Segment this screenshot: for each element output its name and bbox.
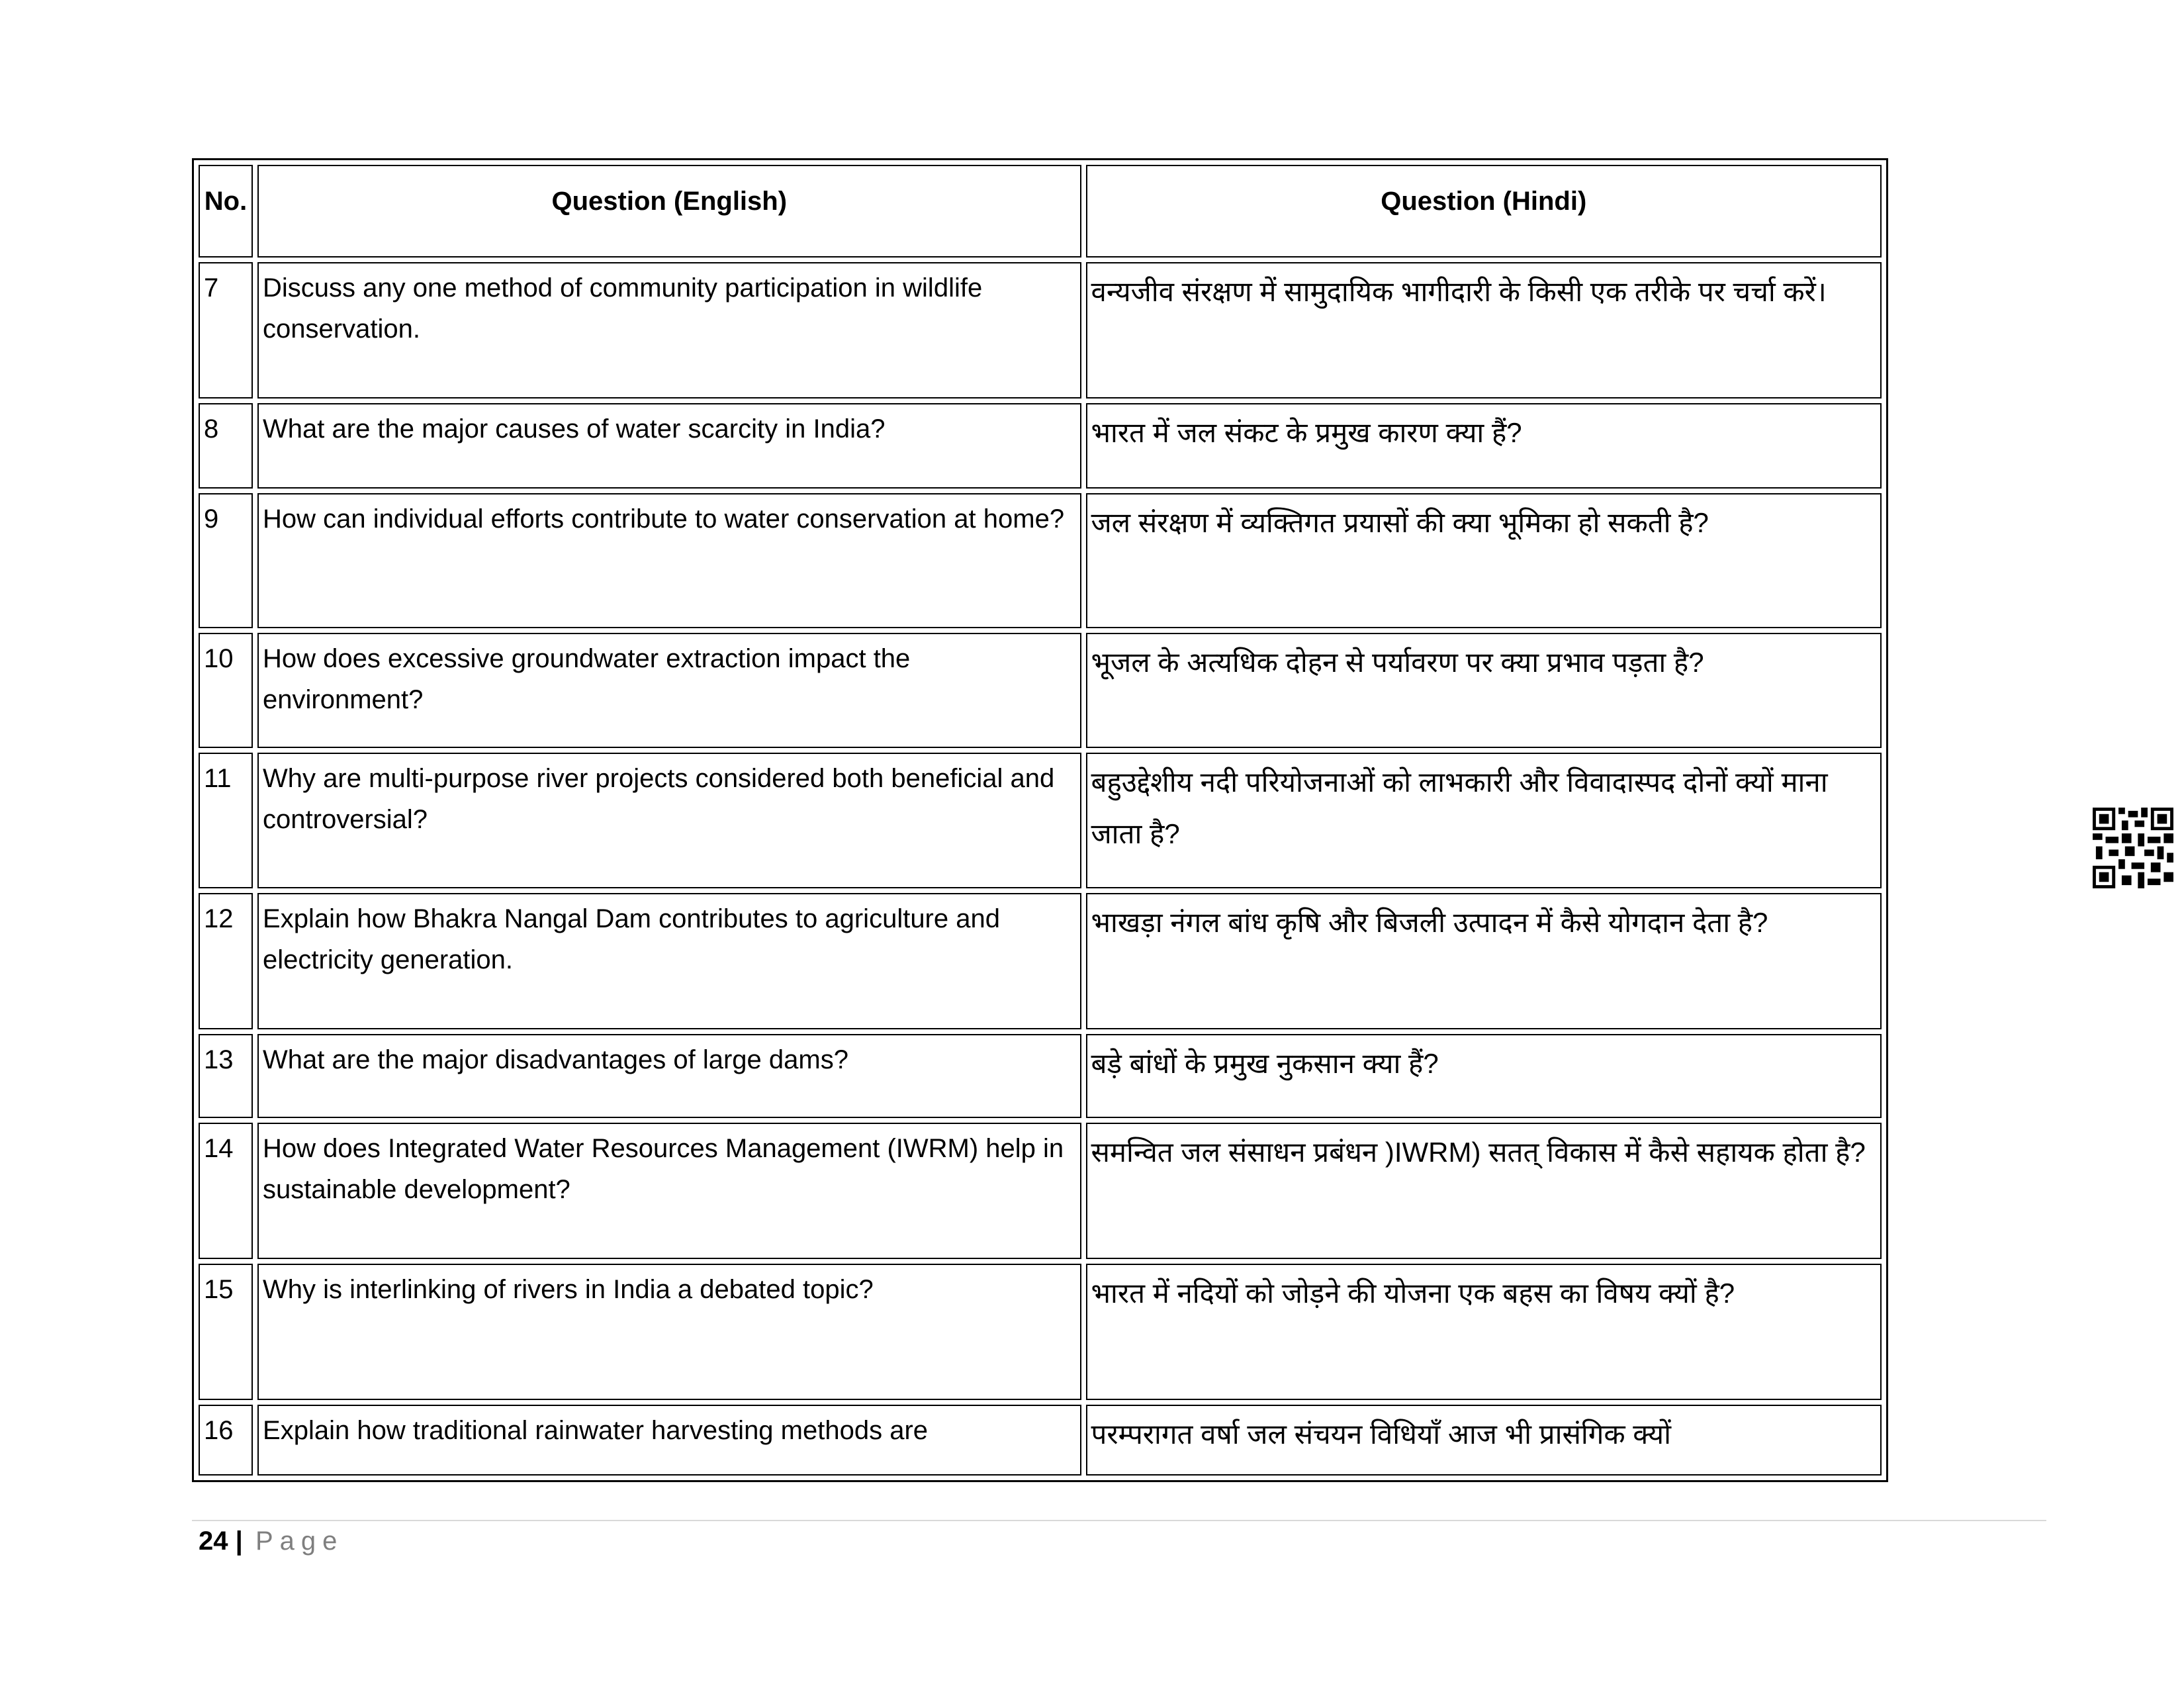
table-row: 12 Explain how Bhakra Nangal Dam contribu… (199, 893, 1882, 1029)
table-row: 10 How does excessive groundwater extract… (199, 633, 1882, 748)
table-row: 15 Why is interlinking of rivers in India… (199, 1264, 1882, 1400)
question-hindi: बड़े बांधों के प्रमुख नुकसान क्या हैं? (1085, 1034, 1882, 1118)
page-number: 24 (199, 1526, 228, 1556)
question-english: Explain how Bhakra Nangal Dam contribute… (257, 893, 1081, 1029)
question-number: 11 (199, 753, 253, 888)
question-english: What are the major disadvantages of larg… (257, 1034, 1081, 1118)
table-row: 13 What are the major disadvantages of la… (199, 1034, 1882, 1118)
questions-table: No. Question (English) Question (Hindi) … (192, 158, 1888, 1482)
header-hindi: Question (Hindi) (1085, 165, 1882, 258)
question-english: How can individual efforts contribute to… (257, 493, 1081, 628)
table-row: 8 What are the major causes of water scar… (199, 403, 1882, 489)
question-hindi: परम्परागत वर्षा जल संचयन विधियाँ आज भी प… (1085, 1405, 1882, 1476)
qr-code-icon (2093, 808, 2173, 888)
question-hindi: भाखड़ा नंगल बांध कृषि और बिजली उत्पादन म… (1085, 893, 1882, 1029)
question-english: Explain how traditional rainwater harves… (257, 1405, 1081, 1476)
question-hindi: भारत में जल संकट के प्रमुख कारण क्या हैं… (1085, 403, 1882, 489)
question-hindi: भारत में नदियों को जोड़ने की योजना एक बह… (1085, 1264, 1882, 1400)
table-row: 16 Explain how traditional rainwater harv… (199, 1405, 1882, 1476)
table-row: 9 How can individual efforts contribute t… (199, 493, 1882, 628)
question-number: 13 (199, 1034, 253, 1118)
question-number: 9 (199, 493, 253, 628)
header-row: No. Question (English) Question (Hindi) (199, 165, 1882, 258)
question-number: 15 (199, 1264, 253, 1400)
question-number: 16 (199, 1405, 253, 1476)
footer-divider (192, 1520, 2046, 1521)
page-footer: 24 | Page (199, 1526, 343, 1556)
question-hindi: बहुउद्देशीय नदी परियोजनाओं को लाभकारी और… (1085, 753, 1882, 888)
question-number: 12 (199, 893, 253, 1029)
question-number: 7 (199, 262, 253, 399)
question-english: Why are multi-purpose river projects con… (257, 753, 1081, 888)
question-number: 14 (199, 1123, 253, 1259)
question-hindi: वन्यजीव संरक्षण में सामुदायिक भागीदारी क… (1085, 262, 1882, 399)
question-hindi: भूजल के अत्यधिक दोहन से पर्यावरण पर क्या… (1085, 633, 1882, 748)
question-english: Why is interlinking of rivers in India a… (257, 1264, 1081, 1400)
question-number: 8 (199, 403, 253, 489)
question-english: What are the major causes of water scarc… (257, 403, 1081, 489)
table-row: 7 Discuss any one method of community par… (199, 262, 1882, 399)
table-row: 14 How does Integrated Water Resources Ma… (199, 1123, 1882, 1259)
page-separator: | (235, 1526, 243, 1556)
page-label: Page (255, 1526, 344, 1556)
question-hindi: जल संरक्षण में व्यक्तिगत प्रयासों की क्य… (1085, 493, 1882, 628)
question-english: How does Integrated Water Resources Mana… (257, 1123, 1081, 1259)
question-number: 10 (199, 633, 253, 748)
table-row: 11 Why are multi-purpose river projects c… (199, 753, 1882, 888)
header-no: No. (199, 165, 253, 258)
question-english: Discuss any one method of community part… (257, 262, 1081, 399)
question-hindi: समन्वित जल संसाधन प्रबंधन )IWRM) सतत् वि… (1085, 1123, 1882, 1259)
header-english: Question (English) (257, 165, 1081, 258)
question-english: How does excessive groundwater extractio… (257, 633, 1081, 748)
